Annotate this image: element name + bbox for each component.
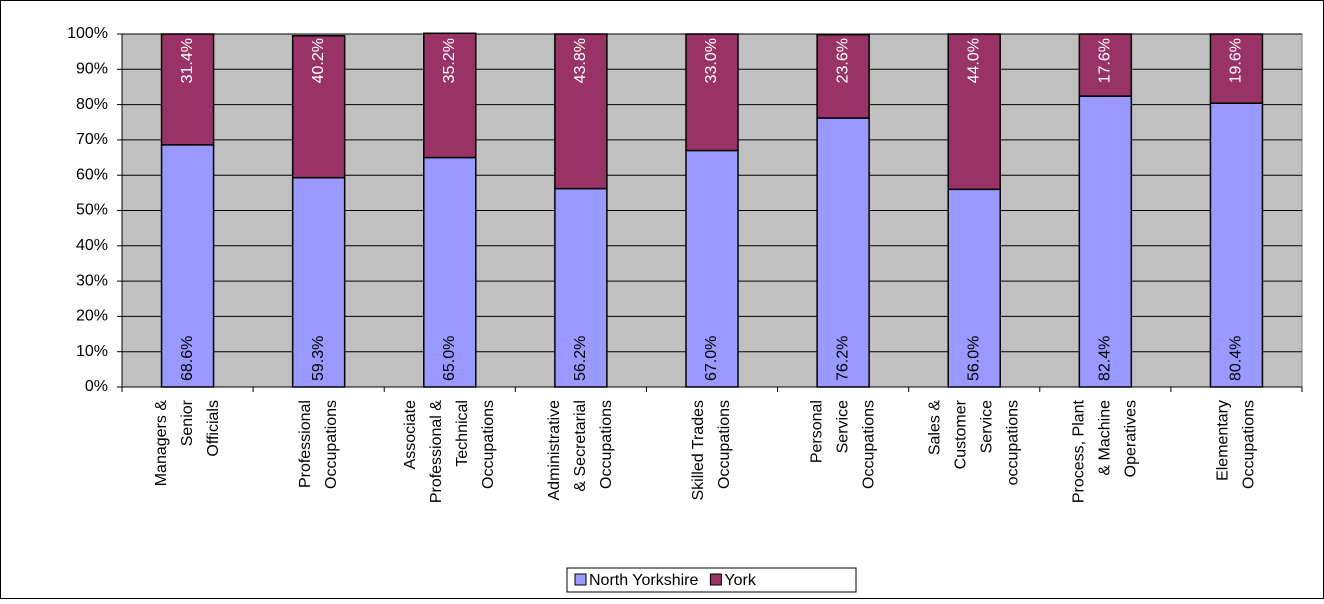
x-tick-label: Service [834, 400, 851, 453]
bar-segment [816, 117, 870, 388]
x-tick-label: Occupations [598, 400, 615, 489]
bar-segment [1078, 33, 1133, 97]
x-tick-label: Process, Plant [1071, 399, 1088, 503]
data-label: 68.6% [179, 336, 196, 381]
y-tick-label: 0% [85, 378, 108, 395]
x-tick-label: Elementary [1215, 400, 1232, 481]
bar-segment [1209, 102, 1264, 388]
bar-segment [423, 156, 477, 388]
bar-segment [291, 176, 346, 388]
x-tick-label: Occupations [716, 400, 733, 489]
x-tick-label: & Secretarial [572, 400, 589, 492]
data-label: 82.4% [1097, 336, 1114, 381]
bar-segment [160, 144, 215, 388]
x-tick-label: Occupations [1241, 400, 1258, 489]
x-tick-label: Personal [808, 400, 825, 463]
bar-segment [685, 149, 739, 388]
y-tick-label: 30% [76, 272, 108, 289]
bar-segment [554, 187, 608, 388]
y-tick-label: 80% [76, 96, 108, 113]
x-tick-label: Occupations [860, 400, 877, 489]
data-label: 23.6% [834, 38, 851, 83]
data-label: 67.0% [703, 336, 720, 381]
x-tick-label: Sales & [926, 400, 943, 455]
bar-segment [1078, 95, 1133, 388]
bar-segment [947, 188, 1001, 388]
x-tick-label: Operatives [1123, 400, 1140, 477]
x-tick-label: Professional [297, 400, 314, 488]
data-label: 56.0% [965, 336, 982, 381]
bar-segment [1209, 33, 1264, 104]
data-label: 17.6% [1097, 38, 1114, 83]
x-tick-label: Managers & [153, 400, 170, 487]
y-tick-label: 40% [76, 237, 108, 254]
legend-swatch [574, 573, 587, 586]
x-tick-label: Associate [402, 400, 419, 469]
bar-segment [554, 33, 608, 190]
bar-segment [291, 35, 346, 179]
y-tick-label: 20% [76, 308, 108, 325]
data-label: 31.4% [179, 38, 196, 83]
legend-swatch [709, 573, 722, 586]
x-tick-label: Customer [952, 399, 969, 469]
x-tick-label: Occupations [323, 400, 340, 489]
data-label: 40.2% [310, 38, 327, 83]
data-label: 80.4% [1228, 336, 1245, 381]
y-tick-label: 70% [76, 131, 108, 148]
bar-segment [423, 32, 477, 159]
x-tick-label: & Machine [1097, 400, 1114, 476]
data-label: 56.2% [572, 336, 589, 381]
bar-segment [685, 33, 739, 152]
data-label: 33.0% [703, 38, 720, 83]
data-label: 43.8% [572, 38, 589, 83]
x-tick-label: Professional & [428, 400, 445, 503]
x-tick-label: Skilled Trades [690, 400, 707, 501]
y-tick-label: 10% [76, 343, 108, 360]
x-tick-label: Technical [454, 400, 471, 467]
bar-segment [816, 33, 870, 119]
x-tick-label: Senior [179, 399, 196, 446]
legend-label: York [724, 572, 756, 589]
legend-label: North Yorkshire [589, 572, 698, 589]
data-label: 35.2% [441, 38, 458, 83]
x-tick-label: Occupations [480, 400, 497, 489]
y-tick-label: 90% [76, 61, 108, 78]
data-label: 59.3% [310, 336, 327, 381]
data-label: 76.2% [834, 336, 851, 381]
x-tick-label: occupations [1004, 400, 1021, 485]
data-label: 44.0% [965, 38, 982, 83]
bar-segment [947, 33, 1001, 191]
y-tick-label: 100% [67, 25, 108, 42]
y-tick-label: 50% [76, 202, 108, 219]
x-tick-label: Service [978, 400, 995, 453]
x-tick-label: Officials [205, 400, 222, 457]
data-label: 19.6% [1228, 38, 1245, 83]
data-label: 65.0% [441, 336, 458, 381]
x-tick-label: Administrative [546, 400, 563, 501]
bar-segment [160, 33, 215, 146]
y-tick-label: 60% [76, 166, 108, 183]
